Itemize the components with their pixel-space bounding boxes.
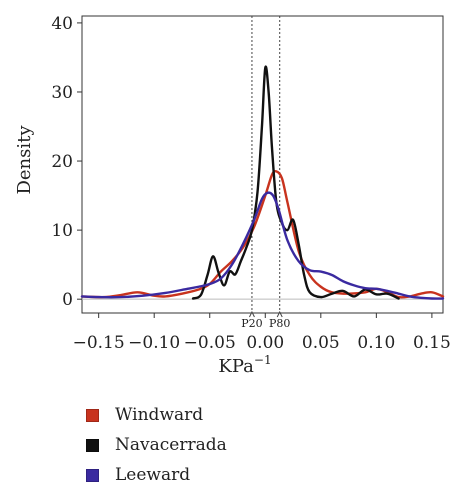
legend-label-leeward: Leeward [115,465,191,485]
legend-item-windward: Windward [86,400,227,430]
y-tick-label: 30 [51,83,73,103]
legend-swatch-navacerrada [86,438,99,452]
x-axis-label: KPa−1 [218,353,271,377]
x-tick-label: 0.05 [302,333,340,353]
x-tick-label: 0.15 [413,333,451,353]
x-axis-label-base: KPa [218,356,254,377]
reference-marker-p80 [276,310,283,318]
plot-area: 0 10 20 30 40 −0.15 −0.10 −0.05 0.00 0.05 0.10 0.15… [51,14,450,353]
x-tick-label: −0.05 [184,333,236,353]
y-tick-label: 10 [51,221,73,241]
legend-swatch-windward [86,408,99,422]
series-line-windward [80,169,445,299]
y-axis-label: Density [14,125,35,195]
legend-item-navacerrada: Navacerrada [86,430,227,460]
legend-label-windward: Windward [115,405,204,425]
x-axis-label-exponent: −1 [254,353,272,367]
reference-label-p20: P20 [241,317,262,330]
reference-marker-p20 [249,310,255,318]
x-tick-label: 0.00 [246,333,284,353]
series-line-leeward [80,191,445,300]
y-tick-label: 0 [62,290,73,310]
legend-label-navacerrada: Navacerrada [115,435,227,455]
x-tick-label: 0.10 [357,333,395,353]
legend-swatch-leeward [86,468,99,482]
legend-item-leeward: Leeward [86,460,227,490]
x-tick-label: −0.15 [73,333,125,353]
legend: Windward Navacerrada Leeward [86,400,227,490]
plot-frame [81,15,444,314]
density-chart: 0 10 20 30 40 −0.15 −0.10 −0.05 0.00 0.05 0.10 0.15… [14,14,451,377]
x-tick-label: −0.10 [128,333,180,353]
reference-label-p80: P80 [269,317,290,330]
y-tick-label: 20 [51,152,73,172]
y-tick-label: 40 [51,14,73,34]
series-line-navacerrada [191,65,400,300]
